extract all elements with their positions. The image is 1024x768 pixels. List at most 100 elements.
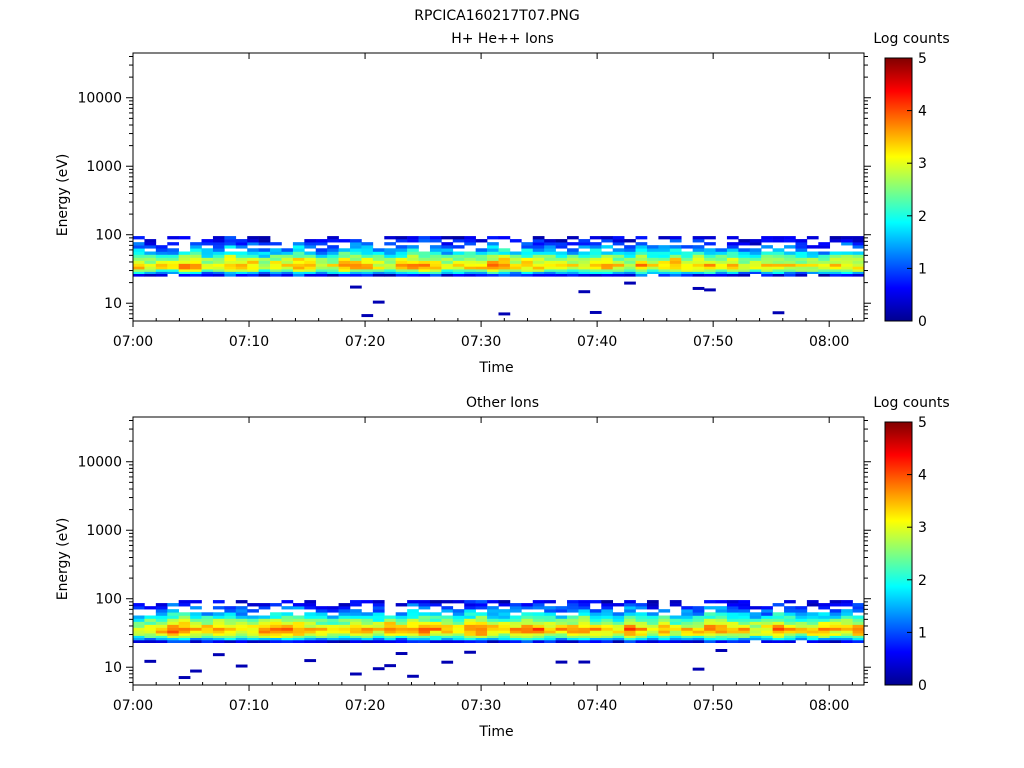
spectrogram-cell [407, 263, 419, 267]
spectrogram-cell [247, 637, 259, 641]
spectrogram-cell [167, 263, 179, 267]
spectrogram-cell [372, 621, 385, 625]
spectrogram-cell [635, 263, 648, 267]
spectrogram-cell [235, 600, 248, 604]
spectrogram-cell [407, 248, 419, 252]
spectrogram-cell [749, 254, 762, 258]
spectrogram-cell [372, 603, 385, 607]
spectrogram-cell [372, 639, 385, 643]
spectrogram-cell [178, 633, 191, 636]
spectrogram-cell [338, 618, 351, 622]
spectrogram-cell [818, 269, 831, 272]
spectrogram-cell [578, 612, 591, 616]
spectrogram-cell [818, 618, 831, 622]
spectrogram-cell [498, 260, 511, 264]
x-tick-label: 07:30 [461, 334, 501, 350]
spectrogram-cell [806, 639, 819, 643]
spectrogram-cell [384, 271, 396, 274]
y-tick-label: 100 [95, 228, 122, 244]
spectrogram-cell [795, 257, 808, 261]
spectrogram-cell [475, 248, 488, 252]
spectrogram-cell [704, 254, 716, 258]
spectrogram-cell [715, 254, 728, 258]
spectrogram-cell [635, 639, 648, 643]
spectrogram-cell [715, 635, 728, 638]
x-tick-label: 08:00 [809, 334, 849, 350]
spectrogram-cell [155, 273, 168, 277]
spectrogram-cell [395, 637, 408, 641]
colorbar-label: Log counts [873, 31, 949, 47]
spectrogram-cell [372, 271, 385, 274]
spectrogram-cell [464, 637, 476, 641]
spectrogram-cell [624, 239, 636, 243]
spectrogram-cell [624, 633, 636, 636]
spectrogram-cell [155, 618, 168, 622]
spectrogram-cell [418, 263, 431, 267]
spectrogram-cell [441, 273, 454, 277]
spectrogram-cell [669, 266, 682, 270]
spectrogram-cell [669, 621, 682, 625]
spectrogram-cell [441, 609, 454, 613]
spectrogram-cell [487, 269, 499, 272]
spectrogram-cell [429, 603, 442, 607]
spectrogram-cell [521, 630, 534, 634]
spectrogram-cell [292, 615, 305, 619]
spectrogram-cell [806, 612, 819, 616]
spectrogram-cell [281, 630, 294, 634]
spectrogram-cell [589, 609, 602, 613]
spectrogram-cell [338, 615, 351, 619]
spectrogram-cell [726, 266, 739, 270]
spectrogram-cell [704, 606, 716, 610]
spectrogram-cell [429, 627, 442, 631]
spectrogram-cell [784, 600, 796, 604]
spectrogram-cell [772, 269, 785, 272]
spectrogram-cell [795, 612, 808, 616]
spectrogram-cell [395, 273, 408, 277]
spectrogram-cell [589, 639, 602, 643]
colorbar-gradient [884, 57, 913, 322]
background-count [692, 286, 705, 290]
spectrogram-cell [224, 271, 237, 274]
spectrogram-cell [578, 260, 591, 264]
spectrogram-cell [704, 612, 716, 616]
spectrogram-cell [658, 639, 671, 643]
spectrogram-cell [806, 635, 819, 638]
spectrogram-cell [464, 260, 476, 264]
spectrogram-cell [544, 257, 556, 261]
spectrogram-cell [646, 633, 659, 636]
spectrogram-cell [304, 621, 317, 625]
spectrogram-cell [155, 245, 168, 249]
spectrogram-cell [418, 239, 431, 243]
spectrogram-cell [464, 251, 476, 255]
spectrogram-cell [281, 633, 294, 636]
spectrogram-cell [669, 254, 682, 258]
spectrogram-cell [624, 621, 636, 625]
spectrogram-cell [178, 263, 191, 267]
spectrogram-cell [589, 630, 602, 634]
spectrogram-cell [407, 639, 419, 643]
spectrogram-cell [578, 266, 591, 270]
spectrogram-cell [395, 236, 408, 240]
spectrogram-cell [429, 637, 442, 641]
spectrogram-cell [144, 239, 157, 243]
spectrogram-cell [567, 635, 579, 638]
spectrogram-cell [818, 266, 831, 270]
spectrogram-cell [155, 630, 168, 634]
spectrogram-cell [144, 637, 157, 641]
spectrogram-cell [327, 615, 339, 619]
spectrogram-cell [852, 269, 865, 272]
spectrogram-cell [452, 624, 465, 628]
spectrogram-cell [350, 618, 362, 622]
spectrogram-cell [829, 624, 842, 628]
spectrogram-cell [292, 269, 305, 272]
y-tick-label: 10000 [77, 455, 122, 471]
spectrogram-cell [281, 257, 294, 261]
spectrogram-cell [841, 615, 853, 619]
figure-title: RPCICA160217T07.PNG [414, 8, 579, 24]
spectrogram-cell [212, 630, 225, 634]
spectrogram-cell [841, 273, 853, 277]
spectrogram-cell [635, 633, 648, 636]
spectrogram-cell [692, 609, 705, 613]
spectrogram-cell [464, 615, 476, 619]
